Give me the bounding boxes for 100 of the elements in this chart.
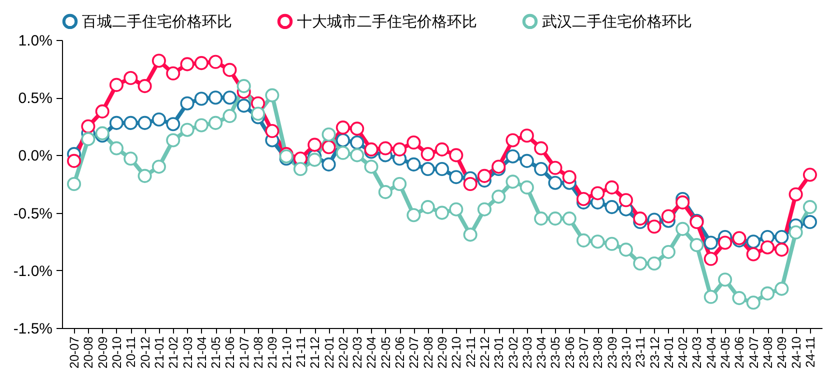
x-tick-label: 20-11 <box>124 336 138 368</box>
point <box>293 162 308 176</box>
point <box>392 176 407 192</box>
point <box>661 244 676 259</box>
point <box>166 66 180 80</box>
x-tick-label: 23-05 <box>548 336 563 368</box>
point <box>548 212 562 226</box>
point <box>406 136 421 150</box>
point <box>180 96 194 110</box>
point <box>788 187 803 202</box>
point <box>250 106 266 121</box>
point <box>590 234 605 249</box>
point <box>434 162 450 176</box>
x-tick-label: 23-06 <box>562 336 577 368</box>
point <box>788 225 803 240</box>
x-tick-label: 22-02 <box>336 336 350 368</box>
point <box>449 202 464 216</box>
point <box>760 240 775 254</box>
point <box>236 98 251 113</box>
point <box>138 168 152 183</box>
point <box>604 236 619 251</box>
x-tick-label: 22-01 <box>322 336 336 368</box>
point <box>676 222 690 236</box>
x-tick-label: 24-10 <box>789 336 804 368</box>
point <box>208 116 223 130</box>
point <box>109 141 124 156</box>
point <box>562 212 576 226</box>
point <box>590 186 605 200</box>
point <box>308 138 322 152</box>
x-tick-label: 23-01 <box>492 336 506 368</box>
point <box>350 122 364 136</box>
x-tick-label: 22-12 <box>478 336 492 368</box>
point <box>506 174 520 189</box>
point <box>420 162 435 176</box>
point <box>152 160 166 174</box>
x-tick-label: 22-11 <box>464 336 478 368</box>
point <box>676 195 690 210</box>
point <box>449 170 464 184</box>
point <box>718 236 732 250</box>
x-tick-label: 24-11 <box>803 336 818 368</box>
y-tick-label: 1.0% <box>18 32 52 50</box>
point <box>152 112 166 126</box>
point <box>109 78 124 92</box>
x-tick-label: 22-05 <box>378 336 393 368</box>
point <box>364 142 378 156</box>
y-tick-label: -1.0% <box>13 262 52 280</box>
point <box>420 147 435 162</box>
point <box>746 247 760 262</box>
point <box>774 242 789 257</box>
point <box>95 104 110 118</box>
x-tick-label: 24-04 <box>704 336 718 368</box>
point <box>477 202 492 216</box>
point <box>322 127 336 142</box>
x-tick-label: 24-02 <box>676 336 690 368</box>
x-tick-label: 21-05 <box>209 336 224 368</box>
point <box>802 200 817 214</box>
point <box>364 160 378 174</box>
point <box>506 133 520 148</box>
point <box>492 190 506 204</box>
point <box>378 185 392 200</box>
point <box>138 116 152 130</box>
x-tick-label: 24-07 <box>746 336 761 368</box>
point <box>194 56 208 70</box>
x-tick-label: 23-02 <box>506 336 520 368</box>
point <box>208 54 223 69</box>
point <box>67 176 82 192</box>
point <box>449 148 464 162</box>
point <box>308 152 322 167</box>
point <box>420 200 435 214</box>
x-tick-label: 24-06 <box>732 336 747 368</box>
x-tick-label: 22-06 <box>393 336 408 368</box>
point <box>704 290 718 304</box>
point <box>690 238 704 252</box>
x-tick-label: 21-07 <box>237 336 252 368</box>
point <box>138 79 152 94</box>
legend-label: 十大城市二手住宅价格环比 <box>297 13 477 30</box>
x-tick-label: 22-07 <box>407 336 422 368</box>
point <box>434 142 450 156</box>
point <box>704 236 718 250</box>
point <box>562 170 576 184</box>
point <box>760 286 775 300</box>
point <box>67 154 82 168</box>
point <box>548 160 562 175</box>
point <box>647 256 662 270</box>
point <box>802 215 817 230</box>
point <box>124 116 138 130</box>
x-tick-label: 23-07 <box>577 336 592 368</box>
x-tick-label: 23-03 <box>520 336 534 368</box>
point <box>350 136 364 150</box>
x-tick-label: 21-06 <box>223 336 238 368</box>
point <box>774 230 789 244</box>
point <box>322 157 336 172</box>
point <box>166 133 180 148</box>
x-tick-label: 21-03 <box>180 336 195 368</box>
point <box>95 126 110 140</box>
x-tick-label: 23-09 <box>605 336 620 368</box>
point <box>124 71 138 86</box>
x-tick-label: 24-09 <box>775 336 790 368</box>
point <box>618 193 634 208</box>
x-tick-label: 20-09 <box>96 336 110 368</box>
